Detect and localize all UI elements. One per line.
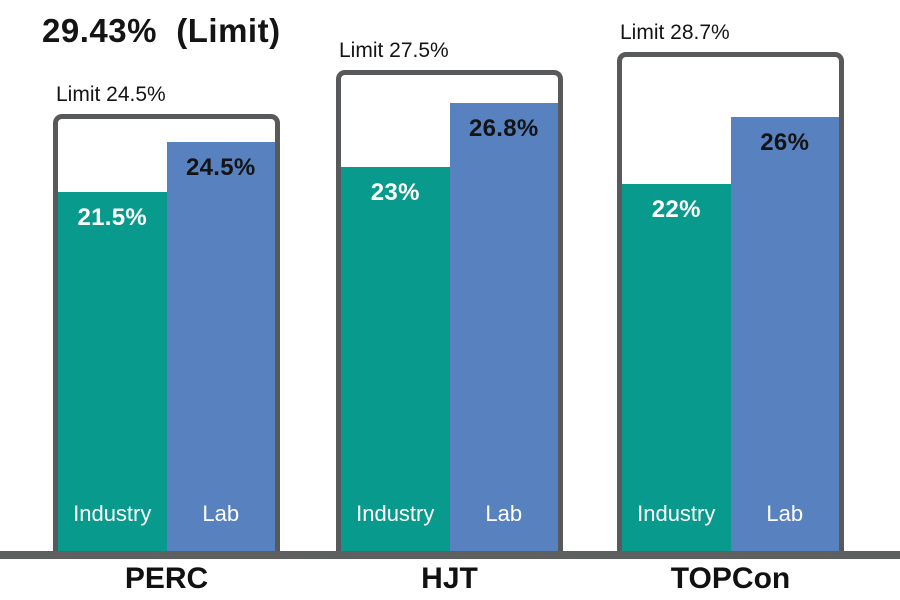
category-label-perc: PERC xyxy=(124,562,209,595)
lab-bar-perc: 24.5% Lab xyxy=(166,142,275,551)
lab-value-perc: 24.5% xyxy=(185,154,256,181)
lab-value-topcon: 26% xyxy=(760,129,810,156)
industry-bar-perc: 21.5% Industry xyxy=(58,192,167,551)
industry-value-perc: 21.5% xyxy=(77,204,148,231)
category-label-topcon: TOPCon xyxy=(670,562,791,595)
industry-series-label-topcon: Industry xyxy=(637,501,716,526)
lab-series-label-hjt: Lab xyxy=(485,501,523,526)
limit-label-topcon: Limit 28.7% xyxy=(620,21,730,44)
lab-value-hjt: 26.8% xyxy=(468,115,539,142)
industry-series-label-perc: Industry xyxy=(73,501,152,526)
lab-series-label-topcon: Lab xyxy=(766,501,804,526)
industry-bar-hjt: 23% Industry xyxy=(341,167,450,551)
industry-value-hjt: 23% xyxy=(370,179,420,206)
lab-bar-hjt: 26.8% Lab xyxy=(449,103,558,551)
x-axis-line xyxy=(0,551,900,559)
chart-title: 29.43% (Limit) xyxy=(42,12,281,49)
limit-label-perc: Limit 24.5% xyxy=(56,83,166,106)
industry-series-label-hjt: Industry xyxy=(356,501,435,526)
limit-label-hjt: Limit 27.5% xyxy=(339,39,449,62)
industry-bar-topcon: 22% Industry xyxy=(622,184,731,551)
category-label-hjt: HJT xyxy=(421,562,478,595)
lab-series-label-perc: Lab xyxy=(202,501,240,526)
industry-value-topcon: 22% xyxy=(651,196,701,223)
lab-bar-topcon: 26% Lab xyxy=(730,117,839,551)
